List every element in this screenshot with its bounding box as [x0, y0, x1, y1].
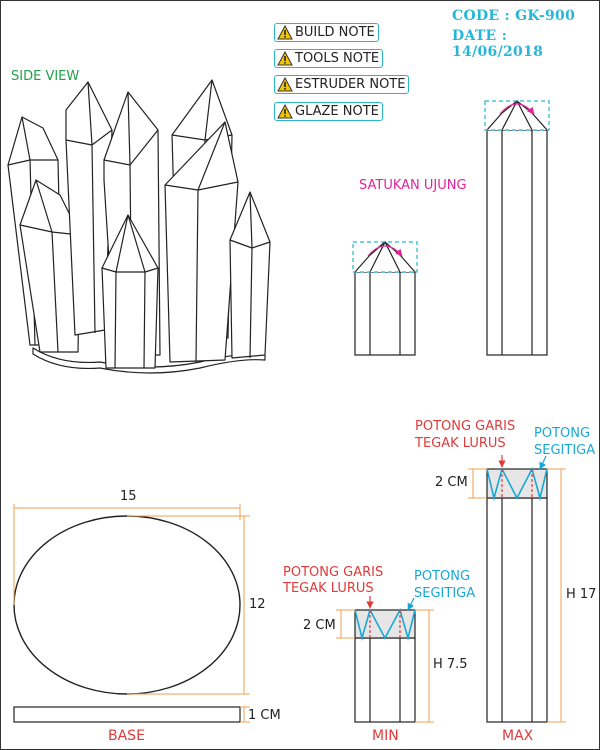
- max-title: MAX: [502, 728, 534, 744]
- small-pillar-tip-box: [352, 241, 418, 273]
- tall-join-arc: [499, 103, 535, 115]
- slab-thickness-label: 1 CM: [248, 708, 281, 723]
- warning-icon: [277, 51, 293, 66]
- tools-note-label: TOOLS NOTE: [295, 51, 380, 66]
- min-height-label: H 7.5: [433, 657, 468, 672]
- max-triangle-cut: [486, 466, 548, 502]
- estruder-note-label: ESTRUDER NOTE: [295, 77, 406, 92]
- warning-icon: [277, 77, 293, 92]
- min-cut-triangle-line1: POTONG: [414, 569, 471, 584]
- crystal-cluster: [7, 79, 271, 374]
- max-cut-triangle-line2: SEGITIGA: [534, 443, 596, 458]
- glaze-note-label: GLAZE NOTE: [295, 104, 379, 119]
- tall-pillar-top: [486, 99, 548, 356]
- side-view-label: SIDE VIEW: [11, 69, 80, 84]
- min-cut-triangle-line2: SEGITIGA: [414, 586, 476, 601]
- base-title: BASE: [108, 728, 145, 744]
- tall-pillar-tip-box: [484, 100, 550, 131]
- max-2cm-label: 2 CM: [435, 475, 468, 490]
- warning-icon: [277, 25, 293, 40]
- glaze-note-button[interactable]: GLAZE NOTE: [274, 102, 383, 121]
- small-join-arc: [367, 245, 403, 257]
- min-pillar: [354, 637, 416, 723]
- base-slab: [13, 706, 241, 723]
- max-cut-straight-line2: TEGAK LURUS: [415, 436, 506, 451]
- estruder-note-button[interactable]: ESTRUDER NOTE: [274, 75, 410, 94]
- min-title: MIN: [372, 728, 399, 744]
- min-cut-straight-line1: POTONG GARIS: [283, 565, 384, 580]
- base-height-label: 12: [249, 597, 266, 612]
- min-cut-zone: [354, 609, 416, 639]
- max-cut-straight-line1: POTONG GARIS: [415, 419, 516, 434]
- date-text: DATE : 14/06/2018: [452, 28, 544, 60]
- build-note-button[interactable]: BUILD NOTE: [274, 23, 379, 42]
- base-width-label: 15: [120, 489, 137, 504]
- max-pillar: [486, 497, 548, 723]
- min-cut-straight-line2: TEGAK LURUS: [283, 581, 374, 596]
- warning-icon: [277, 104, 293, 119]
- join-tips-label: SATUKAN UJUNG: [359, 178, 467, 193]
- min-triangle-cut: [354, 607, 416, 642]
- tools-note-button[interactable]: TOOLS NOTE: [274, 49, 384, 68]
- max-cut-triangle-line1: POTONG: [534, 426, 591, 441]
- build-note-label: BUILD NOTE: [295, 25, 375, 40]
- min-2cm-label: 2 CM: [303, 618, 336, 633]
- max-height-label: H 17: [566, 587, 597, 602]
- max-cut-zone: [486, 468, 548, 499]
- base-ellipse: [13, 515, 241, 695]
- small-pillar-top: [354, 240, 416, 356]
- code-text: CODE : GK-900: [452, 8, 576, 24]
